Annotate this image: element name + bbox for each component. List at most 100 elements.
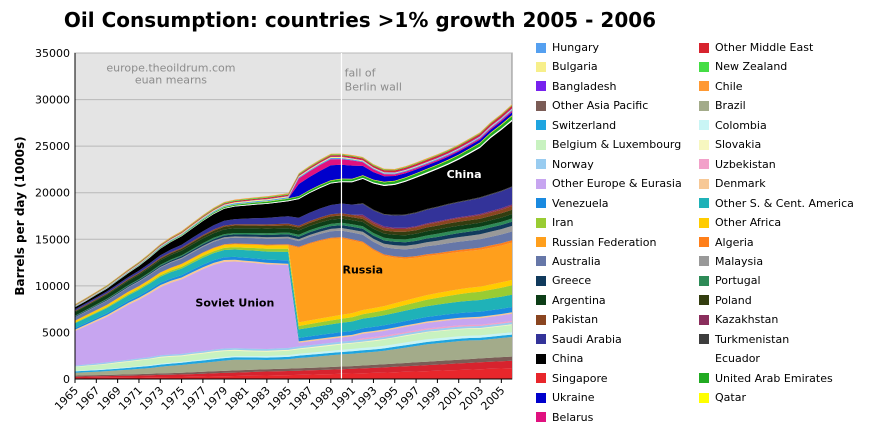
legend-swatch bbox=[699, 100, 709, 111]
y-tick-label: 20000 bbox=[35, 187, 70, 200]
legend-item: Slovakia bbox=[699, 135, 761, 154]
legend-item: Other Europe & Eurasia bbox=[536, 174, 682, 193]
area-china bbox=[75, 121, 512, 310]
legend-swatch bbox=[536, 353, 546, 364]
legend-item: Pakistan bbox=[536, 310, 598, 329]
legend-swatch bbox=[536, 256, 546, 267]
area-colombia bbox=[75, 332, 512, 372]
legend-item: Bangladesh bbox=[536, 77, 617, 96]
legend-item: Denmark bbox=[699, 174, 766, 193]
legend-item: Other Africa bbox=[699, 213, 781, 232]
x-tick-label: 1983 bbox=[244, 384, 273, 413]
x-tick-label: 1967 bbox=[73, 384, 102, 413]
legend-item: Uzbekistan bbox=[699, 155, 776, 174]
x-tick-label: 2001 bbox=[436, 384, 465, 413]
x-tick-label: 2005 bbox=[478, 384, 507, 413]
legend-item: Greece bbox=[536, 271, 591, 290]
legend-item: Kazakhstan bbox=[699, 310, 778, 329]
legend-swatch bbox=[699, 81, 709, 92]
legend-item: Switzerland bbox=[536, 116, 616, 135]
legend-swatch bbox=[699, 178, 709, 189]
annotation-fall-of: fall of bbox=[345, 66, 377, 79]
legend-label: Belarus bbox=[552, 410, 594, 424]
legend-item: Argentina bbox=[536, 291, 606, 310]
legend-swatch bbox=[699, 275, 709, 286]
legend-item: Venezuela bbox=[536, 194, 609, 213]
legend-label: New Zealand bbox=[715, 60, 788, 74]
legend-swatch bbox=[699, 120, 709, 131]
legend-item: Malaysia bbox=[699, 252, 763, 271]
legend-label: Qatar bbox=[715, 391, 746, 405]
x-tick-label: 1997 bbox=[393, 384, 422, 413]
legend-item: Ukraine bbox=[536, 388, 594, 407]
area-other-s-cent-america bbox=[75, 249, 512, 338]
legend-item: Singapore bbox=[536, 369, 608, 388]
chart-title: Oil Consumption: countries >1% growth 20… bbox=[63, 8, 657, 32]
area-other-africa bbox=[75, 244, 512, 326]
x-tick-label: 1989 bbox=[308, 384, 337, 413]
x-tick-label: 1995 bbox=[372, 384, 401, 413]
legend-item: Portugal bbox=[699, 271, 761, 290]
legend-item: Algeria bbox=[699, 233, 754, 252]
legend-label: Denmark bbox=[715, 177, 766, 191]
legend-swatch bbox=[536, 412, 546, 423]
legend-item: Russian Federation bbox=[536, 233, 656, 252]
legend-item: Qatar bbox=[699, 388, 746, 407]
legend-swatch bbox=[699, 314, 709, 325]
legend-label: Venezuela bbox=[552, 196, 609, 210]
area-norway bbox=[75, 322, 512, 367]
x-tick-label: 1977 bbox=[180, 384, 209, 413]
x-tick-label: 2003 bbox=[457, 384, 486, 413]
legend-label: Chile bbox=[715, 79, 743, 93]
legend-swatch bbox=[699, 353, 709, 364]
legend-swatch bbox=[536, 178, 546, 189]
area-belgium-luxembourg bbox=[75, 325, 512, 371]
legend-item: Norway bbox=[536, 155, 594, 174]
area-other-middle-east bbox=[75, 360, 512, 379]
annotation-soviet-union: Soviet Union bbox=[195, 296, 274, 309]
legend-item: Brazil bbox=[699, 96, 746, 115]
legend-swatch bbox=[536, 295, 546, 306]
legend-label: Ukraine bbox=[552, 391, 595, 405]
legend-label: Portugal bbox=[715, 274, 761, 288]
y-tick-label: 35000 bbox=[35, 47, 70, 60]
area-saudi-arabia bbox=[75, 187, 512, 311]
area-other-asia-pacific bbox=[75, 356, 512, 377]
legend-item: Australia bbox=[536, 252, 601, 271]
x-tick-label: 1973 bbox=[137, 384, 166, 413]
legend-swatch bbox=[536, 42, 546, 53]
legend-label: Hungary bbox=[552, 41, 599, 54]
legend-label: Argentina bbox=[552, 293, 606, 307]
y-tick-label: 5000 bbox=[42, 326, 70, 339]
x-tick-label: 1987 bbox=[287, 384, 316, 413]
legend-item: Saudi Arabia bbox=[536, 330, 622, 349]
legend-label: Bangladesh bbox=[552, 79, 617, 93]
area-singapore bbox=[75, 368, 512, 379]
legend-swatch bbox=[536, 217, 546, 228]
legend-swatch bbox=[536, 334, 546, 345]
legend-label: Colombia bbox=[715, 118, 767, 132]
legend-item: Iran bbox=[536, 213, 573, 232]
legend-label: Pakistan bbox=[552, 313, 599, 327]
annotation-euan-mearns: euan mearns bbox=[135, 74, 207, 87]
legend-swatch bbox=[699, 159, 709, 170]
y-tick-label: 25000 bbox=[35, 140, 70, 153]
legend-item: Chile bbox=[699, 77, 743, 96]
x-tick-label: 1971 bbox=[116, 384, 145, 413]
area-brazil bbox=[75, 337, 512, 376]
legend-item: Poland bbox=[699, 291, 752, 310]
legend-label: Russian Federation bbox=[552, 235, 657, 249]
legend-item: United Arab Emirates bbox=[699, 369, 833, 388]
x-tick-label: 1985 bbox=[265, 384, 294, 413]
legend-label: China bbox=[552, 352, 584, 366]
x-tick-label: 1979 bbox=[201, 384, 230, 413]
legend-item: Other Middle East bbox=[699, 38, 813, 57]
legend-swatch bbox=[699, 256, 709, 267]
legend-item: Colombia bbox=[699, 116, 767, 135]
legend-swatch bbox=[536, 81, 546, 92]
area-slovakia bbox=[75, 324, 512, 368]
legend-swatch bbox=[699, 392, 709, 403]
legend-label: Other Asia Pacific bbox=[552, 99, 649, 113]
legend-item: Bulgaria bbox=[536, 57, 598, 76]
legend-swatch bbox=[536, 159, 546, 170]
